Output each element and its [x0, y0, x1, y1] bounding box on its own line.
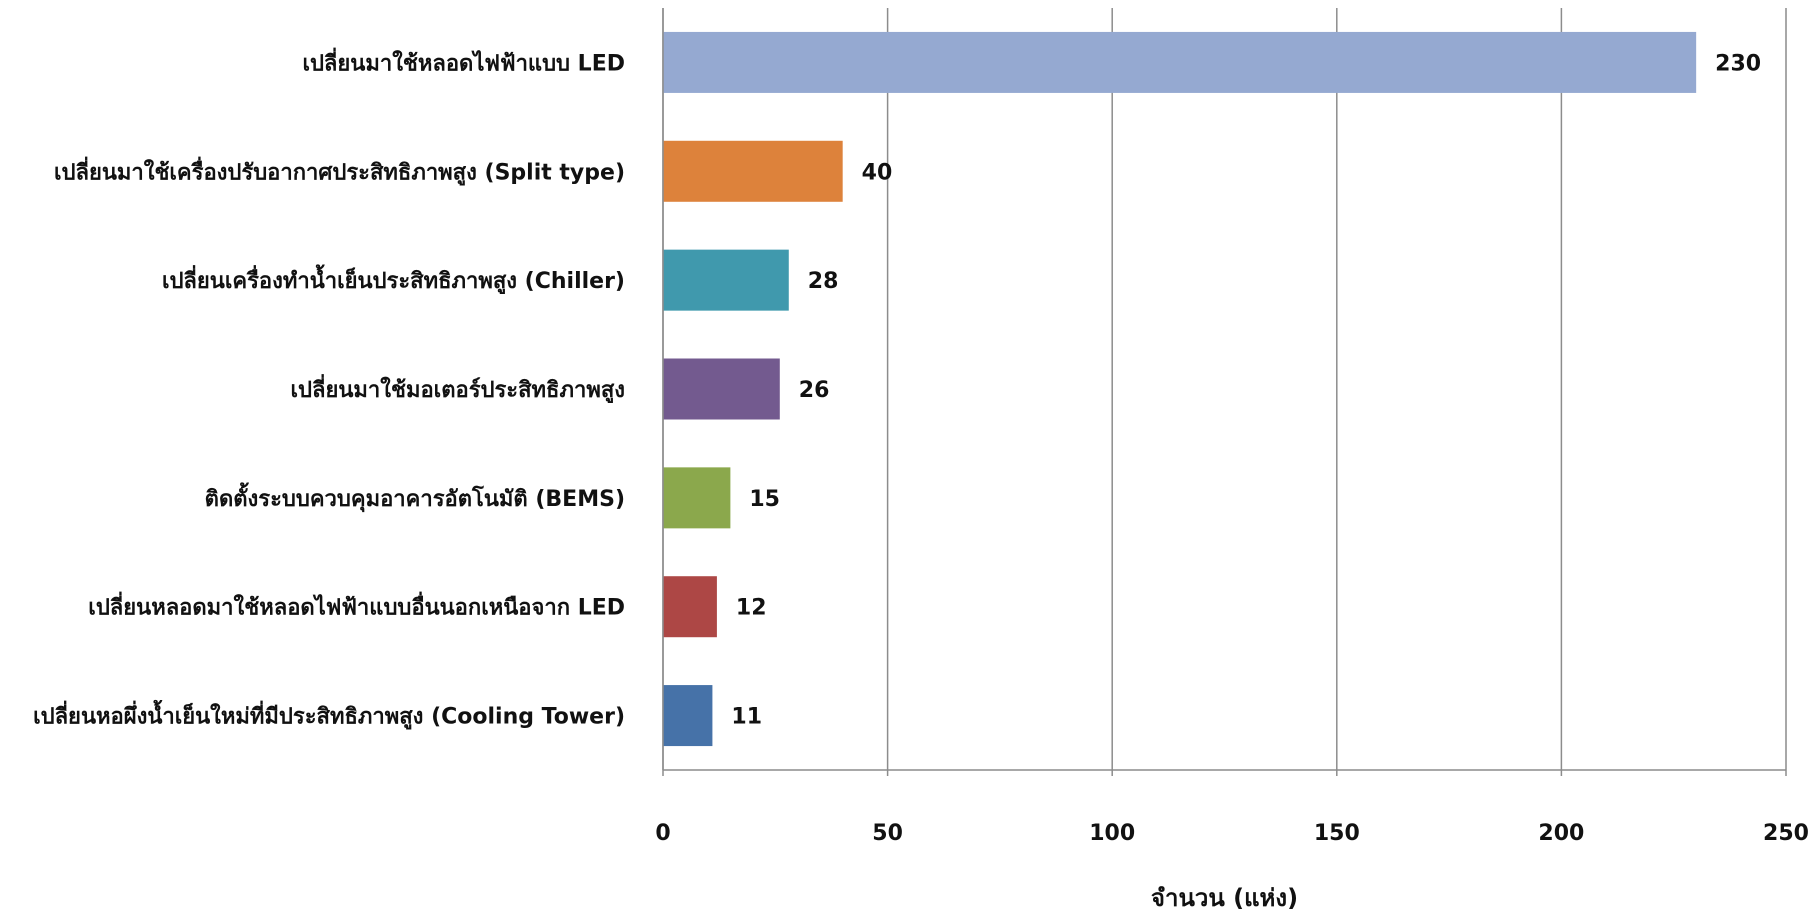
- x-axis-title: จำนวน (แห่ง): [1151, 884, 1298, 912]
- bar-4: [663, 467, 731, 529]
- category-label: เปลี่ยนมาใช้เครื่องปรับอากาศประสิทธิภาพส…: [54, 155, 625, 186]
- value-label: 40: [862, 160, 893, 185]
- bar-0: [663, 31, 1697, 93]
- x-tick-label: 200: [1538, 821, 1584, 846]
- category-label: ติดตั้งระบบควบคุมอาคารอัตโนมัติ (BEMS): [205, 482, 625, 513]
- bar-5: [663, 576, 717, 638]
- category-label: เปลี่ยนหอผึ่งน้ำเย็นใหม่ที่มีประสิทธิภาพ…: [33, 700, 625, 731]
- value-label: 15: [749, 487, 780, 512]
- x-tick-label: 250: [1763, 821, 1809, 846]
- x-tick-label: 100: [1089, 821, 1135, 846]
- bar-3: [663, 358, 780, 420]
- value-label: 230: [1715, 51, 1761, 76]
- value-label: 26: [799, 378, 830, 403]
- value-label: 28: [808, 269, 839, 294]
- x-tick-label: 50: [872, 821, 903, 846]
- category-label: เปลี่ยนหลอดมาใช้หลอดไฟฟ้าแบบอื่นนอกเหนือ…: [88, 591, 625, 621]
- category-label: เปลี่ยนเครื่องทำน้ำเย็นประสิทธิภาพสูง (C…: [162, 264, 625, 295]
- x-tick-label: 150: [1314, 821, 1360, 846]
- bar-2: [663, 249, 789, 311]
- category-label: เปลี่ยนมาใช้หลอดไฟฟ้าแบบ LED: [302, 46, 625, 76]
- value-label: 11: [731, 705, 762, 730]
- value-label: 12: [736, 596, 767, 621]
- x-tick-label: 0: [655, 821, 670, 846]
- category-label: เปลี่ยนมาใช้มอเตอร์ประสิทธิภาพสูง: [291, 373, 625, 404]
- bars: [663, 31, 1697, 747]
- bar-6: [663, 685, 713, 747]
- axes: [662, 8, 1787, 776]
- labels: 0 50 100 150 200 250 เปลี่ยนมาใช้หลอดไฟฟ้าแบบ …: [33, 46, 1809, 846]
- bar-1: [663, 140, 843, 202]
- gridlines: [662, 8, 1787, 770]
